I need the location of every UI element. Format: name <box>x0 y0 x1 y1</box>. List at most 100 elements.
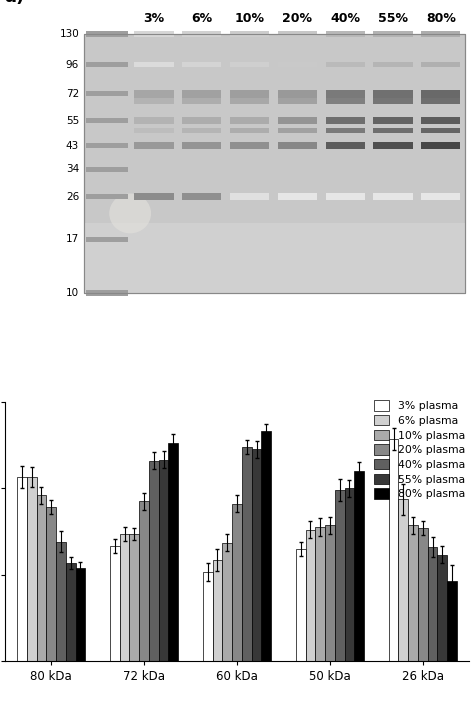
Bar <box>86 237 128 242</box>
Bar <box>86 194 128 199</box>
Bar <box>242 447 252 661</box>
Bar <box>84 34 465 293</box>
Bar <box>129 534 139 661</box>
Text: 26: 26 <box>66 191 79 202</box>
Bar <box>326 117 365 124</box>
Text: 40%: 40% <box>330 13 360 25</box>
Bar <box>17 477 27 661</box>
Bar <box>230 98 269 104</box>
Bar <box>428 547 438 661</box>
Bar <box>135 98 173 104</box>
Bar <box>86 62 128 67</box>
Bar <box>326 31 365 37</box>
Text: 55%: 55% <box>378 13 408 25</box>
Bar <box>447 581 457 661</box>
Text: 10%: 10% <box>235 13 264 25</box>
Bar <box>399 500 408 661</box>
Bar <box>326 142 365 150</box>
Bar <box>135 117 173 124</box>
Bar <box>421 90 460 98</box>
Bar <box>278 31 317 37</box>
Bar <box>84 223 465 293</box>
Text: 55: 55 <box>66 116 79 126</box>
Bar <box>325 525 335 661</box>
Bar <box>182 98 221 104</box>
Text: 6%: 6% <box>191 13 212 25</box>
Bar <box>168 443 178 661</box>
Bar <box>75 567 85 661</box>
Bar <box>421 142 460 150</box>
Bar <box>182 62 221 67</box>
Bar <box>36 495 46 661</box>
Bar <box>374 142 412 150</box>
Bar <box>278 90 317 98</box>
Bar <box>135 193 173 200</box>
Bar <box>86 290 128 296</box>
Bar <box>110 546 120 661</box>
Bar <box>374 128 412 134</box>
Bar <box>421 62 460 67</box>
Text: 80%: 80% <box>426 13 456 25</box>
Bar <box>182 142 221 150</box>
Bar <box>315 527 325 661</box>
Bar <box>374 62 412 67</box>
Bar <box>374 117 412 124</box>
Text: a): a) <box>5 0 25 6</box>
Bar <box>421 128 460 134</box>
Bar <box>120 534 129 661</box>
Bar <box>326 128 365 134</box>
Text: 3%: 3% <box>144 13 164 25</box>
Bar <box>421 117 460 124</box>
Bar <box>354 471 364 661</box>
Bar <box>86 143 128 148</box>
Bar <box>139 501 149 661</box>
Bar <box>230 31 269 37</box>
Bar <box>335 490 345 661</box>
Bar <box>86 91 128 96</box>
Bar <box>230 90 269 98</box>
Bar <box>278 98 317 104</box>
Bar <box>230 62 269 67</box>
Bar <box>421 31 460 37</box>
Bar <box>56 542 66 661</box>
Bar <box>421 193 460 200</box>
Ellipse shape <box>109 193 151 233</box>
Bar <box>296 548 306 661</box>
Bar <box>86 118 128 124</box>
Bar <box>182 193 221 200</box>
Bar <box>438 555 447 661</box>
Bar <box>326 90 365 98</box>
Text: 43: 43 <box>66 141 79 150</box>
Bar <box>278 62 317 67</box>
Bar <box>261 432 271 661</box>
Bar <box>135 128 173 134</box>
Text: 96: 96 <box>66 60 79 70</box>
Bar <box>203 572 213 661</box>
Text: 20%: 20% <box>283 13 312 25</box>
Bar <box>278 117 317 124</box>
Bar <box>135 62 173 67</box>
Bar <box>374 98 412 104</box>
Bar <box>86 167 128 172</box>
Bar <box>230 142 269 150</box>
Bar <box>252 449 261 661</box>
Bar <box>232 504 242 661</box>
Bar <box>408 525 418 661</box>
Bar <box>230 128 269 134</box>
Bar <box>222 543 232 661</box>
Bar <box>182 128 221 134</box>
Text: 34: 34 <box>66 165 79 174</box>
Bar <box>230 117 269 124</box>
Text: 72: 72 <box>66 89 79 98</box>
Bar <box>326 62 365 67</box>
Bar <box>374 193 412 200</box>
Bar <box>66 563 75 661</box>
Bar <box>230 193 269 200</box>
Bar <box>135 142 173 150</box>
Bar <box>374 31 412 37</box>
Bar <box>213 560 222 661</box>
Bar <box>345 489 354 661</box>
Bar <box>418 528 428 661</box>
Bar <box>421 98 460 104</box>
Bar <box>389 439 399 661</box>
